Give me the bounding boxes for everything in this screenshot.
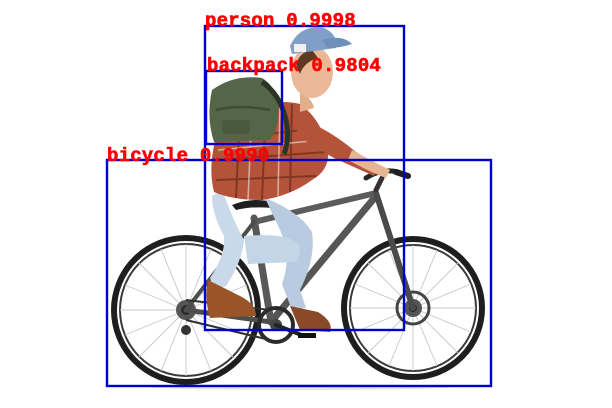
bounding-box-backpack [204,69,284,146]
rider-illustration [206,27,390,332]
bounding-box-person [203,24,406,332]
detection-labels: person 0.9998 backpack 0.9804 bicycle 0.… [107,10,381,168]
label-bicycle: bicycle 0.9990 [107,145,269,167]
label-person: person 0.9998 [205,10,356,32]
bounding-box-bicycle [105,158,493,388]
label-backpack: backpack 0.9804 [207,55,381,77]
bicycle-saddle [232,199,276,210]
detection-overlay [105,24,493,388]
bicycle-illustration [111,168,485,390]
